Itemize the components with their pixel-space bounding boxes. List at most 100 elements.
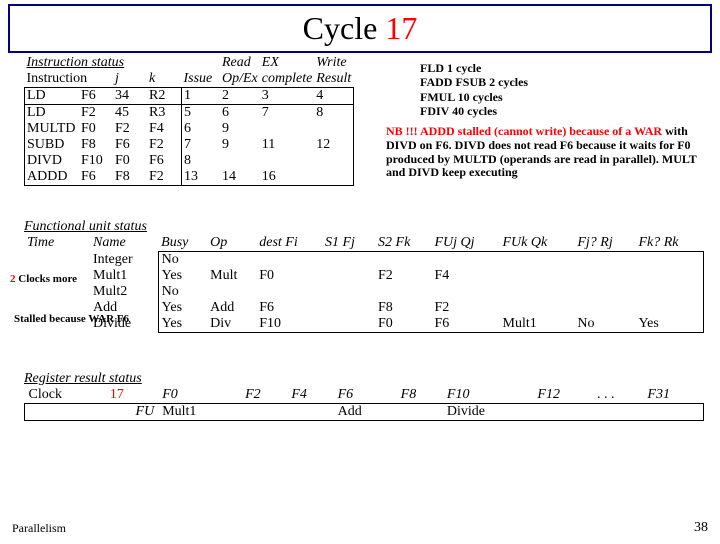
cell: Yes [635, 316, 703, 333]
cell [220, 153, 260, 169]
cell [24, 284, 90, 300]
cell [375, 284, 431, 300]
col-opex: Op/Ex [220, 71, 260, 88]
cell [322, 268, 375, 284]
cell: Mult2 [90, 284, 158, 300]
reg-table: Clock 17 F0 F2 F4 F6 F8 F10 F12 . . . F3… [24, 387, 704, 421]
cell: F0 [375, 316, 431, 333]
table-row: MULTDF0F2F469 [25, 121, 354, 137]
title-text: Cycle 17 [303, 10, 418, 46]
cell [314, 153, 353, 169]
title-word: Cycle [303, 10, 386, 46]
fu-dots [593, 404, 643, 421]
cell: No [158, 284, 207, 300]
fu-f8 [397, 404, 443, 421]
cell: Add [207, 300, 256, 316]
cell: 9 [220, 121, 260, 137]
cell [260, 121, 315, 137]
cell [207, 252, 256, 269]
cell [635, 284, 703, 300]
cell: DIVD [25, 153, 80, 169]
cell [635, 268, 703, 284]
cell: 6 [220, 105, 260, 122]
cell: F2 [432, 300, 500, 316]
col-issue: Issue [182, 71, 221, 88]
cell: No [158, 252, 207, 269]
cell [322, 284, 375, 300]
cell [574, 284, 635, 300]
cell: 5 [182, 105, 221, 122]
cell [574, 300, 635, 316]
cell [574, 268, 635, 284]
cell: LD [25, 105, 80, 122]
cell [322, 252, 375, 269]
cell: Yes [158, 316, 207, 333]
table-row: IntegerNo [24, 252, 704, 269]
fu-f0: Mult1 [158, 404, 241, 421]
instr-data-rows: LDF634R21234LDF245R35678MULTDF0F2F469SUB… [25, 88, 354, 186]
cell: 3 [260, 88, 315, 105]
register-result-block: Register result status Clock 17 F0 F2 F4… [24, 371, 704, 421]
fu-col-qj: FUj Qj [432, 235, 500, 252]
cell [256, 252, 322, 269]
fu-col-fk: S2 Fk [375, 235, 431, 252]
col-j: j [113, 71, 147, 88]
fu-f12 [533, 404, 593, 421]
cell [635, 300, 703, 316]
fu-col-busy: Busy [158, 235, 207, 252]
col-complete: complete [260, 71, 315, 88]
reg-f0: F0 [158, 387, 241, 404]
clock-value: 17 [106, 387, 158, 404]
cell [574, 252, 635, 269]
cell: F8 [375, 300, 431, 316]
reg-f12: F12 [533, 387, 593, 404]
cell: F6 [256, 300, 322, 316]
cell: F10 [79, 153, 113, 169]
cell: 14 [220, 169, 260, 186]
cell: 2 [220, 88, 260, 105]
footer-right: 38 [694, 520, 708, 536]
cell: F4 [147, 121, 182, 137]
instruction-status-block: Instruction status Read EX Write Instruc… [24, 55, 384, 186]
cell: R2 [147, 88, 182, 105]
clock-label: Clock [25, 387, 106, 404]
reg-fu-row: FU Mult1 Add Divide [25, 404, 704, 421]
cell [635, 252, 703, 269]
cell [314, 169, 353, 186]
cell: Mult1 [500, 316, 575, 333]
nb-note: NB !!! ADDD stalled (cannot write) becau… [386, 125, 706, 180]
cell: 16 [260, 169, 315, 186]
table-row: Mult2No [24, 284, 704, 300]
cell: 11 [260, 137, 315, 153]
cell: 9 [220, 137, 260, 153]
cell: No [574, 316, 635, 333]
fu-header-row: Time Name Busy Op dest Fi S1 Fj S2 Fk FU… [24, 235, 704, 252]
cell [207, 284, 256, 300]
table-row: ADDDF6F8F2131416 [25, 169, 354, 186]
cell: F8 [113, 169, 147, 186]
cell: 6 [182, 121, 221, 137]
cell [256, 284, 322, 300]
reg-f6: F6 [334, 387, 397, 404]
table-row: LDF245R35678 [25, 105, 354, 122]
reg-f8: F8 [397, 387, 443, 404]
cell [314, 121, 353, 137]
reg-dots: . . . [593, 387, 643, 404]
cell: Mult1 [90, 268, 158, 284]
footer-left: Parallelism [12, 521, 66, 536]
cell [322, 316, 375, 333]
reg-f2: F2 [241, 387, 287, 404]
instr-status-header: Instruction status [27, 55, 125, 70]
fu-col-fj: S1 Fj [322, 235, 375, 252]
col-result: Result [314, 71, 353, 88]
cell: F2 [147, 137, 182, 153]
cell [432, 252, 500, 269]
lat-line: FADD FSUB 2 cycles [420, 75, 528, 89]
fu-col-qk: FUk Qk [500, 235, 575, 252]
cell: 45 [113, 105, 147, 122]
cell: ADDD [25, 169, 80, 186]
nb-prefix: NB !!! [386, 124, 420, 138]
reg-name-row: Clock 17 F0 F2 F4 F6 F8 F10 F12 . . . F3… [25, 387, 704, 404]
cell: F2 [375, 268, 431, 284]
stalled-note: Stalled because WAR F6 [14, 313, 129, 325]
